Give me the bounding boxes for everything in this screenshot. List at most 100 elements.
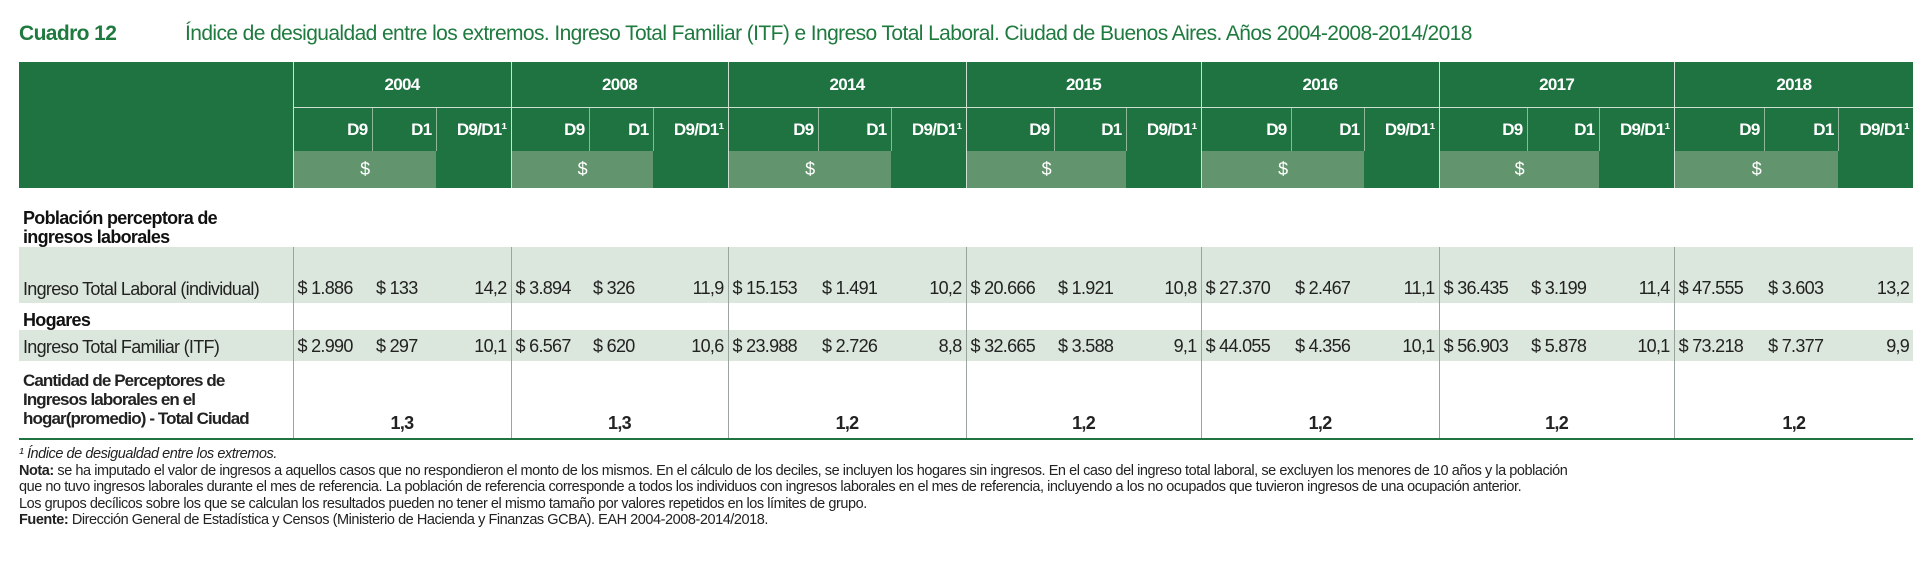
- ratio-header: D9/D1¹: [1363, 107, 1440, 151]
- source-label: Fuente:: [19, 512, 69, 528]
- inequality-table: 2004 2008 2014 2015 2016 2017 2018 D9 D1 D9/D1¹ D…: [19, 62, 1914, 440]
- d9-value: $ 3.894: [510, 247, 590, 303]
- row-hogares: Hogares: [19, 303, 1914, 330]
- empty-cell: [511, 191, 728, 247]
- d1-value: $ 3.199: [1527, 247, 1600, 303]
- d1-value: $ 4.356: [1291, 330, 1365, 361]
- d9-header: D9: [510, 107, 590, 151]
- row-cantidad-label: Cantidad de Perceptores de Ingresos labo…: [19, 361, 293, 440]
- ratio-unit-blank: [1599, 151, 1675, 188]
- ratio-value: 10,2: [891, 247, 967, 303]
- empty-cell: [510, 303, 729, 330]
- note-line-3: Los grupos decílicos sobre los que se ca…: [19, 495, 867, 512]
- d9-value: $ 44.055: [1200, 330, 1292, 361]
- note-text-1: se ha imputado el valor de ingresos a aq…: [57, 462, 1568, 479]
- ratio-header: D9/D1¹: [1598, 107, 1675, 151]
- ratio-value: 9,1: [1126, 330, 1202, 361]
- ratio-unit-blank: [1126, 151, 1202, 188]
- d9-value: $ 1.886: [292, 247, 372, 303]
- ratio-header: D9/D1¹: [435, 107, 512, 151]
- d9-value: $ 20.666: [965, 247, 1055, 303]
- d9-header: D9: [1673, 107, 1765, 151]
- d9-header: D9: [727, 107, 819, 151]
- ratio-value: 10,1: [1599, 330, 1675, 361]
- empty-cell: [292, 303, 512, 330]
- table-footer: ¹ Índice de desigualdad entre los extrem…: [19, 446, 1568, 529]
- d1-value: $ 133: [372, 247, 436, 303]
- cantidad-value: 1,3: [292, 361, 512, 440]
- d9-header: D9: [292, 107, 372, 151]
- cantidad-value: 1,2: [727, 361, 967, 440]
- d9-value: $ 73.218: [1673, 330, 1765, 361]
- cantidad-value: 1,2: [1438, 361, 1675, 440]
- ratio-value: 11,1: [1364, 247, 1440, 303]
- d1-header: D1: [1053, 107, 1127, 151]
- ratio-unit-blank: [1364, 151, 1440, 188]
- d9-value: $ 32.665: [965, 330, 1055, 361]
- ratio-unit-blank: [891, 151, 967, 188]
- year-header-2017: 2017: [1438, 62, 1675, 108]
- currency-header: $: [727, 151, 892, 188]
- currency-header: $: [1673, 151, 1839, 188]
- row-hogares-label: Hogares: [23, 310, 91, 330]
- row-itl-label: Ingreso Total Laboral (individual): [19, 247, 293, 303]
- empty-cell: [727, 303, 967, 330]
- table-number: Cuadro 12: [19, 22, 117, 45]
- note-label: Nota:: [19, 462, 54, 479]
- ratio-value: 14,2: [436, 247, 512, 303]
- empty-cell: [1200, 303, 1440, 330]
- d9-value: $ 23.988: [727, 330, 819, 361]
- d1-header: D1: [588, 107, 654, 151]
- table-title: Cuadro 12 Índice de desigualdad entre los…: [19, 22, 1472, 46]
- currency-header: $: [1200, 151, 1365, 188]
- empty-cell: [293, 191, 511, 247]
- d9-value: $ 56.903: [1438, 330, 1528, 361]
- year-header-2018: 2018: [1673, 62, 1914, 108]
- year-header-2014: 2014: [727, 62, 967, 108]
- d1-header: D1: [1526, 107, 1600, 151]
- year-header-2008: 2008: [510, 62, 729, 108]
- d1-value: $ 2.726: [818, 330, 892, 361]
- year-header-2004: 2004: [292, 62, 512, 108]
- row-itf: Ingreso Total Familiar (ITF) $ 2.990 $ 297…: [19, 330, 1914, 361]
- note-line-2: que no tuvo ingresos laborales durante e…: [19, 479, 1522, 495]
- row-poblacion: Población perceptora de ingresos laboral…: [19, 191, 1913, 247]
- d9-value: $ 36.435: [1438, 247, 1528, 303]
- d9-header: D9: [1200, 107, 1292, 151]
- empty-cell: [1438, 303, 1675, 330]
- footnote: ¹ Índice de desigualdad entre los extrem…: [19, 446, 277, 462]
- empty-cell: [1673, 303, 1914, 330]
- cantidad-value: 1,2: [965, 361, 1202, 440]
- row-itf-label: Ingreso Total Familiar (ITF): [19, 330, 293, 361]
- d1-value: $ 326: [589, 247, 654, 303]
- source-text: Dirección General de Estadística y Censo…: [71, 512, 769, 528]
- d9-value: $ 47.555: [1673, 247, 1765, 303]
- row-poblacion-label: Población perceptora de ingresos laboral…: [23, 208, 218, 247]
- table-caption: Índice de desigualdad entre los extremos…: [185, 22, 1472, 45]
- d1-value: $ 1.491: [818, 247, 892, 303]
- d1-value: $ 7.377: [1764, 330, 1839, 361]
- cantidad-value: 1,2: [1673, 361, 1914, 440]
- ratio-value: 11,4: [1599, 247, 1675, 303]
- cantidad-value: 1,3: [510, 361, 729, 440]
- d9-header: D9: [1438, 107, 1528, 151]
- empty-cell: [966, 191, 1201, 247]
- d1-value: $ 3.588: [1054, 330, 1127, 361]
- d9-value: $ 2.990: [292, 330, 372, 361]
- ratio-header: D9/D1¹: [1125, 107, 1202, 151]
- d1-value: $ 1.921: [1054, 247, 1127, 303]
- ratio-header: D9/D1¹: [890, 107, 967, 151]
- d1-value: $ 2.467: [1291, 247, 1365, 303]
- year-header-2015: 2015: [965, 62, 1202, 108]
- cantidad-value: 1,2: [1200, 361, 1440, 440]
- d1-header: D1: [817, 107, 892, 151]
- ratio-value: 13,2: [1838, 247, 1914, 303]
- empty-cell: [1674, 191, 1913, 247]
- ratio-value: 10,1: [1364, 330, 1440, 361]
- ratio-unit-blank: [436, 151, 512, 188]
- d9-value: $ 27.370: [1200, 247, 1292, 303]
- empty-cell: [1201, 191, 1439, 247]
- ratio-value: 10,8: [1126, 247, 1202, 303]
- d1-header: D1: [371, 107, 436, 151]
- ratio-value: 11,9: [653, 247, 729, 303]
